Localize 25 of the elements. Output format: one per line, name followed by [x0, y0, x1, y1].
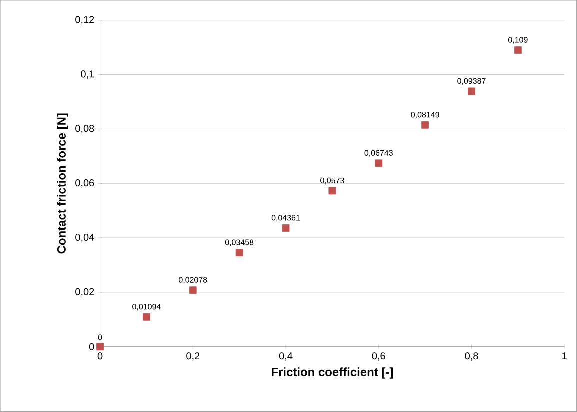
x-tick-label: 0,6 — [372, 352, 386, 361]
x-axis-title: Friction coefficient [-] — [272, 368, 394, 379]
x-tick-label: 0,8 — [465, 352, 478, 361]
y-axis-title: Contact friction force [N] — [57, 114, 68, 254]
point — [96, 343, 104, 350]
y-tick-label: 0,08 — [76, 124, 94, 134]
point — [236, 249, 244, 256]
y-tick-label: 0,02 — [76, 288, 94, 297]
point — [189, 286, 197, 294]
y-tick-label: 0,12 — [76, 16, 94, 24]
point — [514, 46, 522, 54]
x-tick-label: 0 — [98, 352, 103, 360]
point — [422, 121, 430, 129]
point — [468, 88, 476, 96]
y-tick-label: 0 — [89, 343, 94, 350]
point — [143, 313, 150, 321]
point — [328, 187, 336, 195]
x-tick-label: 0,4 — [279, 352, 293, 361]
y-tick-label: 0,04 — [76, 234, 94, 242]
y-tick-label: 0,1 — [81, 70, 94, 79]
x-tick-label: 0,2 — [186, 352, 200, 361]
point — [282, 224, 290, 232]
x-tick-label: 1 — [562, 352, 567, 360]
point — [375, 160, 383, 168]
y-tick-label: 0,06 — [76, 179, 94, 188]
